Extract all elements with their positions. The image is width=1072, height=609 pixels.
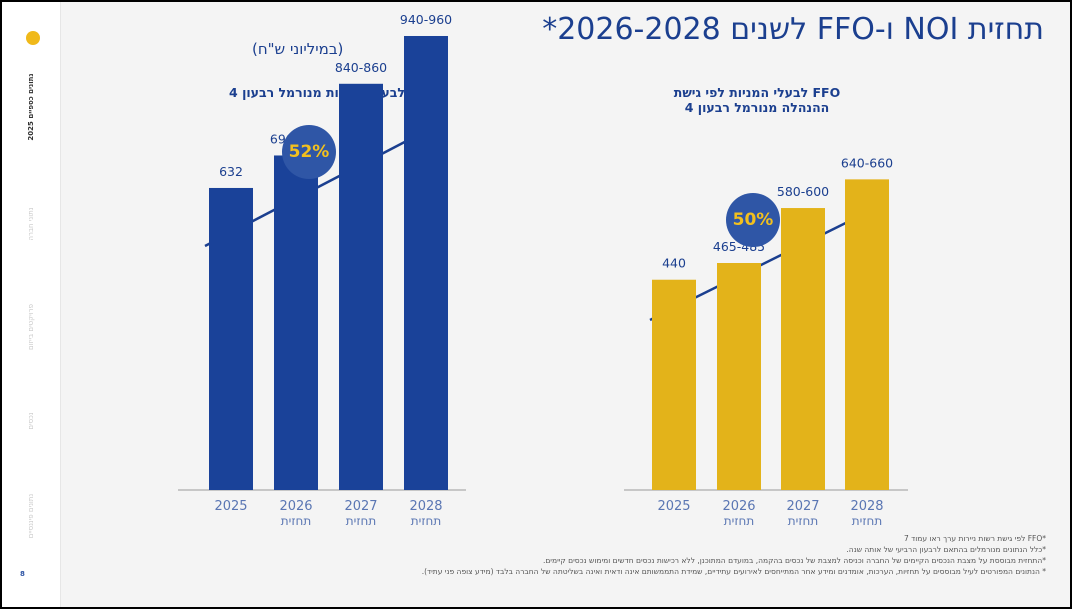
ffo-growth-badge: 50% bbox=[726, 193, 780, 247]
page-title: תחזית NOI ו-FFO לשנים 2026-2028* bbox=[542, 12, 1044, 47]
noi-category-label-2028: 2028 bbox=[409, 499, 442, 514]
ffo-category-label-2028: 2028 bbox=[850, 499, 883, 514]
ffo-bar-2027 bbox=[781, 208, 825, 490]
page-number: 8 bbox=[20, 570, 25, 578]
footnote-1: *FFO לפי גישת רשות ניירות ערך ראו עמוד 7 bbox=[903, 534, 1046, 543]
ffo-chart-title-line2: ההנהלה מנורמל רבעון 4 bbox=[684, 100, 830, 115]
noi-category-label-2027: 2027 bbox=[344, 499, 377, 514]
noi-bar-2025 bbox=[209, 187, 253, 490]
ffo-category-label-2025: 2025 bbox=[657, 499, 690, 514]
ffo-value-label-2025: 440 bbox=[662, 256, 686, 271]
noi-value-label-2028: 940-960 bbox=[400, 12, 452, 27]
sidebar: נתונים כספיים 2025 נתוני חברה פרויקטים ב… bbox=[2, 2, 61, 607]
ffo-bar-2026 bbox=[717, 262, 761, 490]
noi-bar-2026 bbox=[274, 155, 318, 490]
footnote-4: * הנתונים המפורטים לעיל מבוססים על תחזיו… bbox=[421, 567, 1046, 576]
page-subtitle: (במיליוני ש"ח) bbox=[252, 40, 344, 58]
noi-category-label-2025: 2025 bbox=[214, 499, 247, 514]
ffo-forecast-label-2027: תחזית bbox=[788, 514, 818, 528]
footnotes: *FFO לפי גישת רשות ניירות ערך ראו עמוד 7… bbox=[346, 533, 1046, 577]
noi-bar-2028 bbox=[404, 35, 448, 491]
ffo-bar-2028 bbox=[845, 179, 889, 491]
ffo-chart-title: FFO לבעלי המניות לפי גישת ההנהלה מנורמל … bbox=[642, 85, 872, 115]
ffo-chart-title-line1: FFO לבעלי המניות לפי גישת bbox=[673, 85, 841, 100]
ffo-bar-2025 bbox=[652, 279, 696, 490]
footnote-3: *התחזית מבוססת על מצבת הנכסים הקיימים של… bbox=[542, 556, 1046, 565]
noi-bar-2027 bbox=[339, 83, 383, 490]
ffo-forecast-label-2028: תחזית bbox=[852, 514, 882, 528]
ffo-category-label-2026: 2026 bbox=[722, 499, 755, 514]
noi-forecast-label-2027: תחזית bbox=[346, 514, 376, 528]
ffo-value-label-2028: 640-660 bbox=[841, 155, 893, 170]
ffo-category-label-2027: 2027 bbox=[786, 499, 819, 514]
ffo-forecast-label-2026: תחזית bbox=[724, 514, 754, 528]
noi-category-label-2026: 2026 bbox=[279, 499, 312, 514]
noi-forecast-label-2026: תחזית bbox=[281, 514, 311, 528]
footnote-2: *כלל הנתונים מנורמלים בהתאם לרבעון הרביע… bbox=[846, 545, 1046, 554]
ffo-value-label-2027: 580-600 bbox=[777, 184, 829, 199]
noi-growth-badge: 52% bbox=[282, 125, 336, 179]
noi-forecast-label-2028: תחזית bbox=[411, 514, 441, 528]
noi-value-label-2025: 632 bbox=[219, 164, 243, 179]
noi-value-label-2027: 840-860 bbox=[335, 60, 387, 75]
logo-dot-icon bbox=[26, 31, 40, 45]
